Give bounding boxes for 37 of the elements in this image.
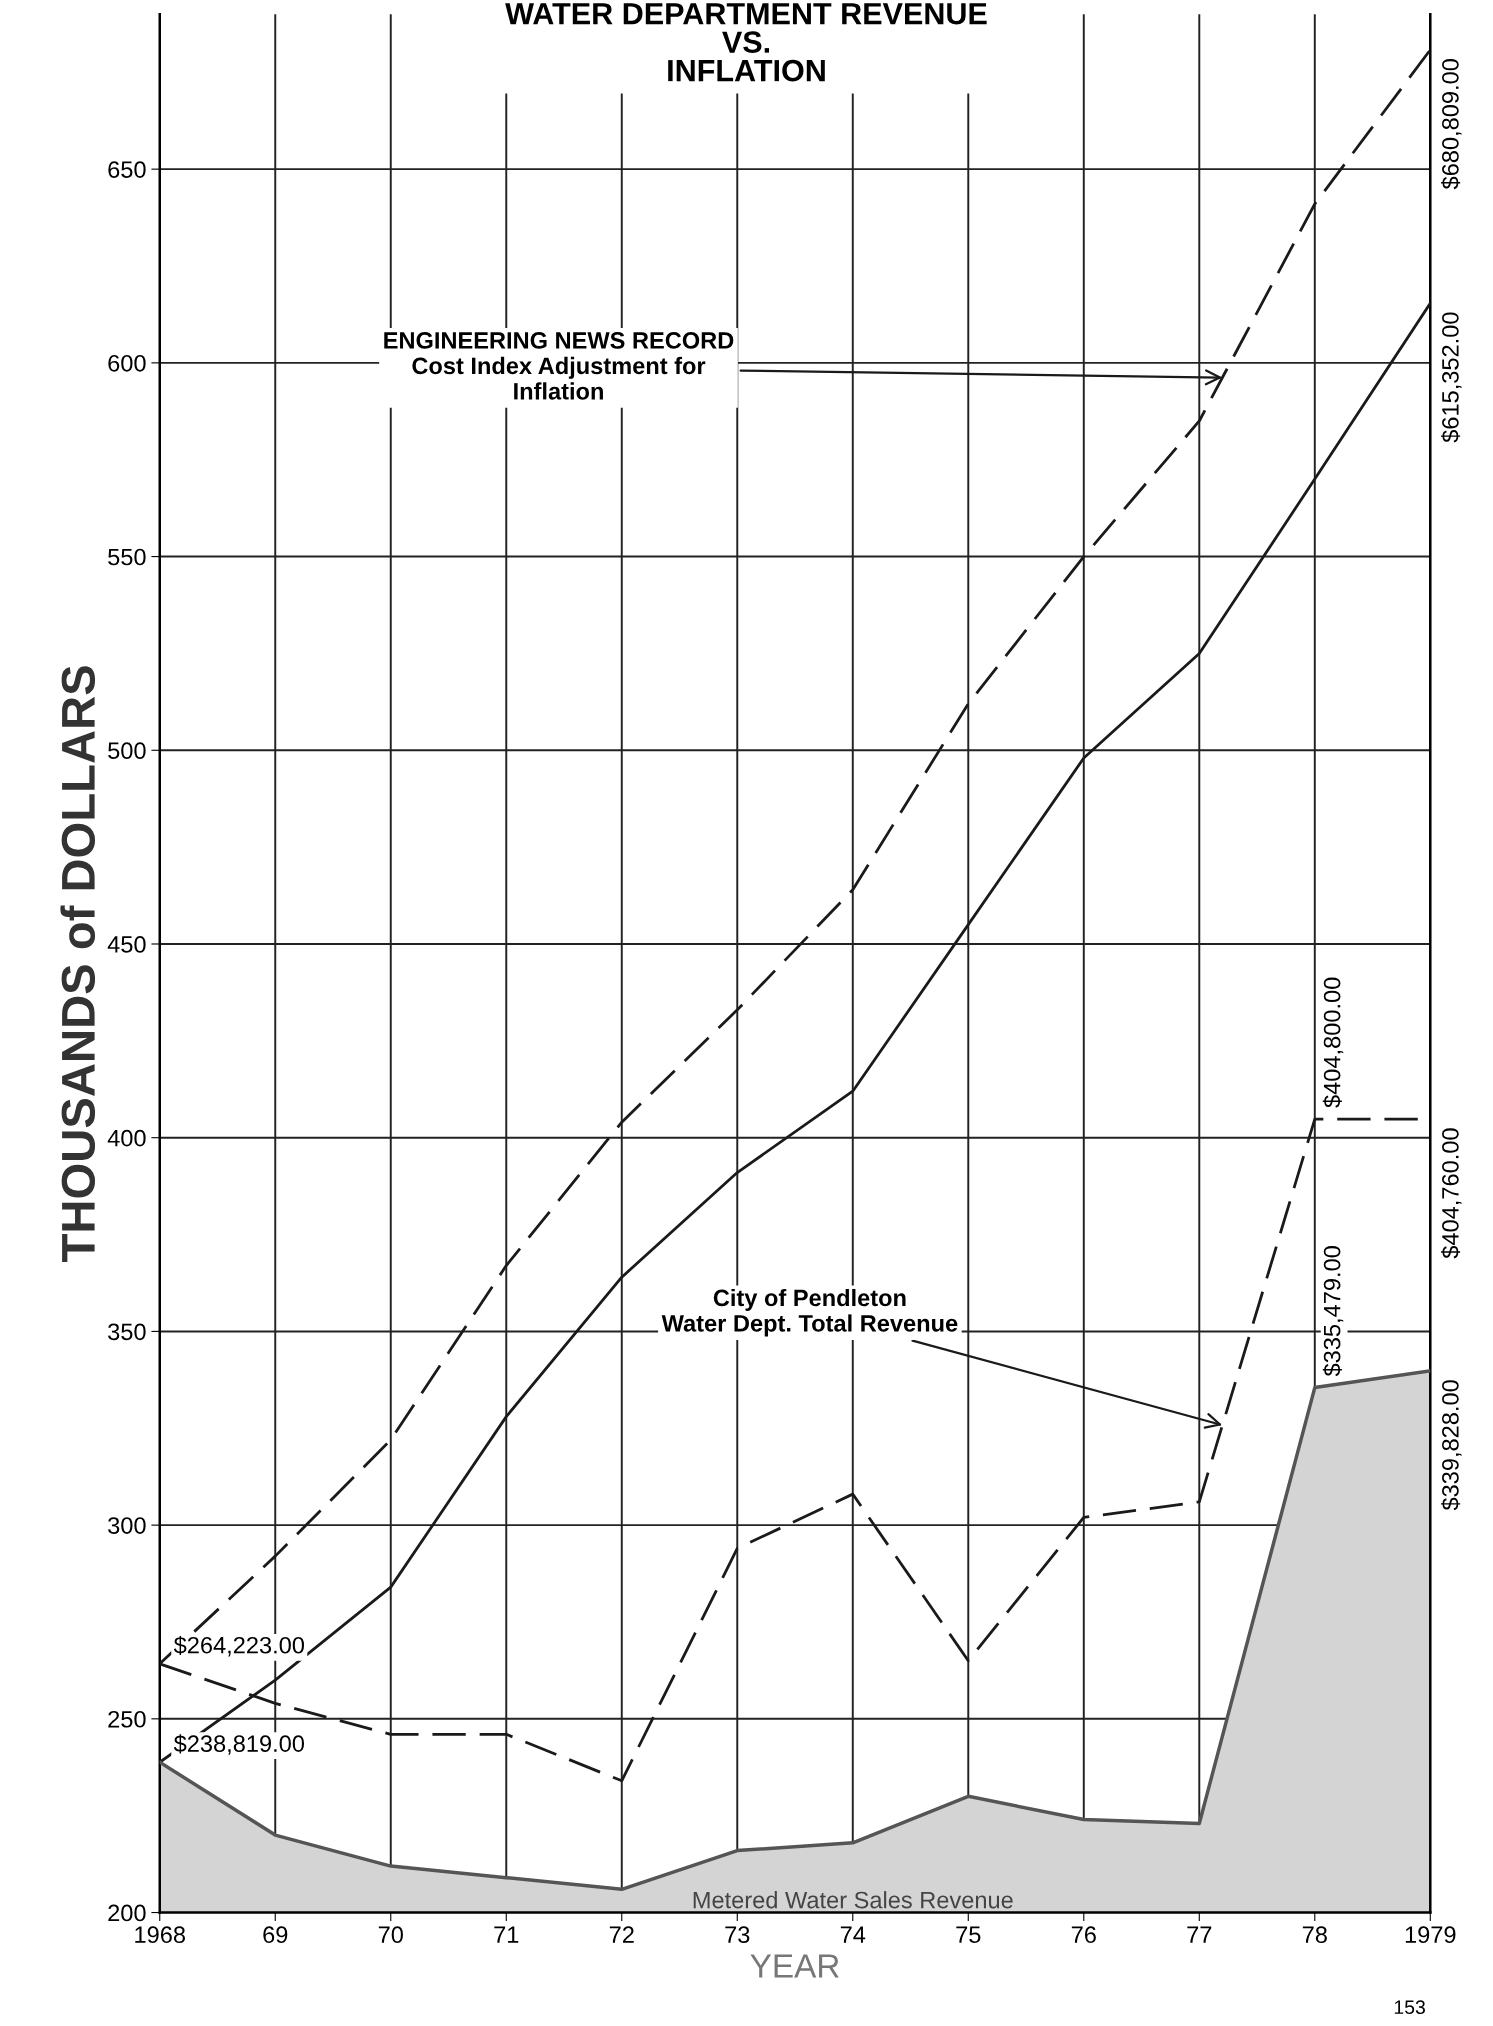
annotation: $335,479.00	[1322, 1246, 1344, 1377]
x-axis-title: YEAR	[750, 1954, 839, 1978]
annotation: ENGINEERING NEWS RECORD Cost Index Adjustment for Inflation	[384, 332, 734, 400]
x-tick-label: 78	[1302, 1926, 1327, 1944]
series-label: Metered Water Sales Revenue	[693, 1891, 1013, 1909]
x-tick-label: 75	[956, 1926, 981, 1944]
y-tick-label: 550	[108, 548, 146, 566]
y-tick-label: 450	[107, 936, 146, 953]
y-tick-label: 250	[108, 1710, 146, 1728]
annotation: $615,352.00	[1441, 312, 1462, 443]
annotation: $339,828.00	[1441, 1380, 1462, 1511]
x-tick-label: 77	[1187, 1926, 1212, 1943]
y-tick-label: 650	[108, 161, 146, 178]
x-tick-label: 72	[609, 1926, 634, 1943]
x-tick-label: 74	[840, 1926, 866, 1943]
x-tick-label: 71	[494, 1926, 519, 1943]
y-tick-label: 400	[107, 1129, 146, 1147]
annotation: $404,760.00	[1441, 1128, 1462, 1259]
annotation: $404,800.00	[1322, 977, 1344, 1108]
annotation: $238,819.00	[173, 1734, 305, 1755]
y-axis-title: THOUSANDS of DOLLARS	[60, 666, 96, 1262]
annotation: $264,223.00	[173, 1635, 305, 1657]
chart-title: WATER DEPARTMENT REVENUE VS. INFLATION	[505, 3, 987, 82]
x-tick-label: 69	[263, 1926, 288, 1944]
text: 153	[1394, 2000, 1425, 2015]
x-tick-label: 73	[725, 1926, 750, 1944]
y-tick-label: 300	[108, 1517, 146, 1534]
y-tick-label: 600	[108, 354, 146, 372]
y-tick-label: 200	[108, 1904, 146, 1922]
y-tick-label: 350	[108, 1323, 146, 1341]
x-tick-label: 1968	[135, 1926, 185, 1944]
x-tick-label: 1979	[1405, 1926, 1456, 1944]
x-tick-label: 76	[1071, 1926, 1096, 1944]
x-tick-label: 70	[378, 1926, 403, 1944]
annotation: City of Pendleton Water Dept. Total Revenue	[661, 1288, 958, 1337]
y-tick-label: 500	[108, 742, 146, 760]
annotation: $680,809.00	[1441, 59, 1462, 190]
